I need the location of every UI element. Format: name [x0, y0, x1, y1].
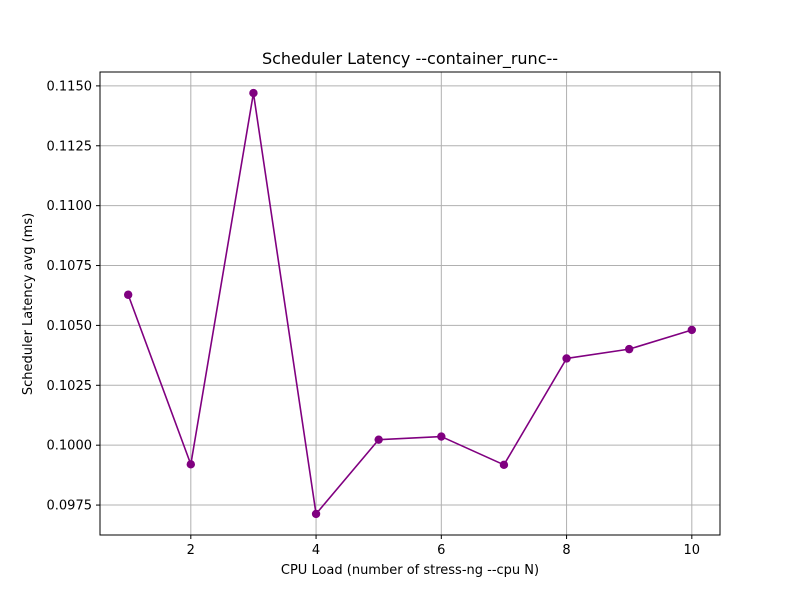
- y-tick-label: 0.1125: [47, 139, 93, 154]
- y-tick-label: 0.0975: [47, 499, 93, 514]
- data-point: [186, 460, 196, 469]
- data-point: [562, 354, 571, 363]
- series-layer: [123, 88, 697, 519]
- data-point: [374, 435, 383, 444]
- x-axis-label: CPU Load (number of stress-ng --cpu N): [281, 563, 539, 578]
- data-point: [437, 432, 446, 441]
- y-tick-label: 0.1150: [47, 79, 93, 94]
- x-tick-label: 2: [187, 543, 195, 558]
- data-point: [123, 290, 133, 299]
- tick-layer: 2 4 6 8 10 0.0975 0.1000 0.1025 0.1050 0.1075 0.11…: [47, 79, 701, 558]
- data-point: [249, 88, 258, 98]
- data-point: [311, 509, 321, 519]
- data-point: [499, 460, 509, 470]
- y-tick-label: 0.1025: [47, 379, 93, 394]
- x-tick-label: 6: [437, 543, 445, 558]
- x-tick-label: 4: [312, 543, 320, 558]
- plot-frame: [99, 71, 721, 536]
- x-tick-label: 10: [684, 543, 701, 558]
- data-point: [624, 344, 634, 354]
- chart-title: Scheduler Latency --container_runc--: [262, 49, 558, 69]
- x-tick-label: 8: [562, 543, 570, 558]
- series-line: [127, 92, 693, 515]
- y-axis-label: Scheduler Latency avg (ms): [21, 213, 36, 395]
- data-point: [687, 325, 697, 335]
- y-tick-label: 0.1000: [47, 439, 93, 454]
- y-tick-label: 0.1075: [47, 259, 93, 274]
- y-tick-label: 0.1050: [47, 319, 93, 334]
- y-tick-label: 0.1100: [47, 199, 93, 214]
- grid-layer: [100, 72, 720, 535]
